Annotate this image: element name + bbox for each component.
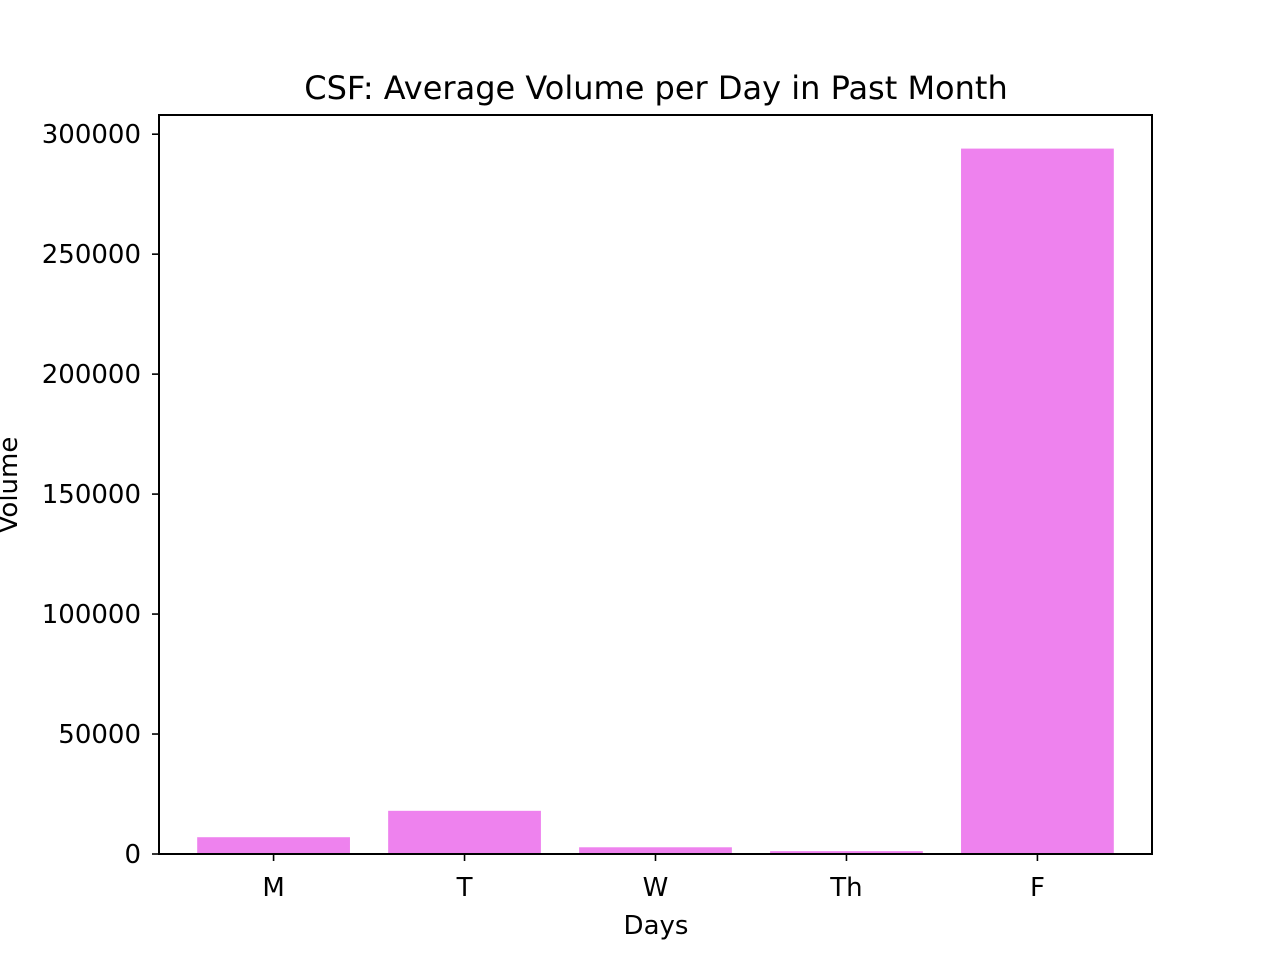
x-tick-label: W	[643, 873, 669, 903]
x-tick-label: T	[456, 873, 473, 903]
y-tick-label: 50000	[58, 720, 141, 750]
bar-f	[961, 148, 1114, 854]
y-tick-label: 100000	[42, 600, 141, 630]
x-axis: M T W Th F	[262, 854, 1045, 903]
y-tick-label: 150000	[42, 480, 141, 510]
chart-title: CSF: Average Volume per Day in Past Mont…	[304, 69, 1007, 107]
y-axis-label: Volume	[0, 437, 24, 534]
bars-group	[197, 148, 1114, 854]
y-tick-label: 300000	[42, 120, 141, 150]
y-tick-label: 0	[124, 840, 141, 870]
bar-m	[197, 837, 350, 854]
bar-t	[388, 810, 541, 854]
x-tick-label: Th	[829, 873, 862, 903]
y-tick-label: 250000	[42, 240, 141, 270]
x-axis-label: Days	[624, 911, 689, 941]
x-tick-label: M	[262, 873, 284, 903]
plot-frame	[158, 114, 1153, 855]
y-axis: 0 50000 100000 150000 200000 250000 300000	[42, 120, 159, 870]
bar-th	[770, 851, 923, 854]
x-tick-label: F	[1030, 873, 1045, 903]
bar-w	[579, 847, 732, 854]
y-tick-label: 200000	[42, 360, 141, 390]
